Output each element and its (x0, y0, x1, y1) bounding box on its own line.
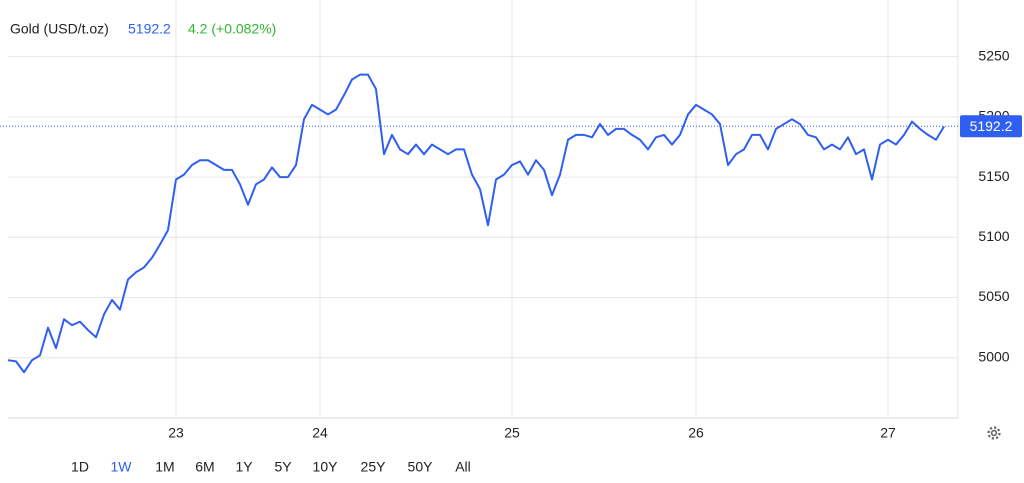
chart-title: Gold (USD/t.oz) (10, 21, 109, 37)
y-tick-label: 5150 (978, 168, 1009, 184)
y-tick-label: 5050 (978, 288, 1009, 304)
x-tick-label: 25 (504, 425, 520, 441)
range-button[interactable]: 6M (195, 459, 214, 475)
x-tick-label: 23 (168, 425, 184, 441)
y-tick-label: 5000 (978, 348, 1009, 364)
header-change: 4.2 (+0.082%) (188, 21, 276, 37)
price-line (7, 73, 945, 374)
range-button[interactable]: 50Y (408, 459, 434, 475)
y-tick-label: 5100 (978, 228, 1009, 244)
x-tick-label: 24 (312, 425, 328, 441)
header-price: 5192.2 (128, 21, 171, 37)
range-button[interactable]: 1M (155, 459, 174, 475)
range-button[interactable]: 1D (71, 459, 89, 475)
range-button[interactable]: All (455, 459, 471, 475)
y-tick-label: 5250 (978, 47, 1009, 63)
range-button[interactable]: 1W (111, 459, 133, 475)
x-tick-label: 26 (688, 425, 704, 441)
x-tick-label: 27 (880, 425, 896, 441)
last-price-tag (960, 115, 1022, 138)
range-button[interactable]: 5Y (274, 459, 292, 475)
settings-icon[interactable] (987, 426, 1001, 440)
range-button[interactable]: 1Y (235, 459, 253, 475)
last-price-label: 5192.2 (970, 118, 1013, 134)
range-button[interactable]: 25Y (361, 459, 387, 475)
range-button[interactable]: 10Y (313, 459, 339, 475)
